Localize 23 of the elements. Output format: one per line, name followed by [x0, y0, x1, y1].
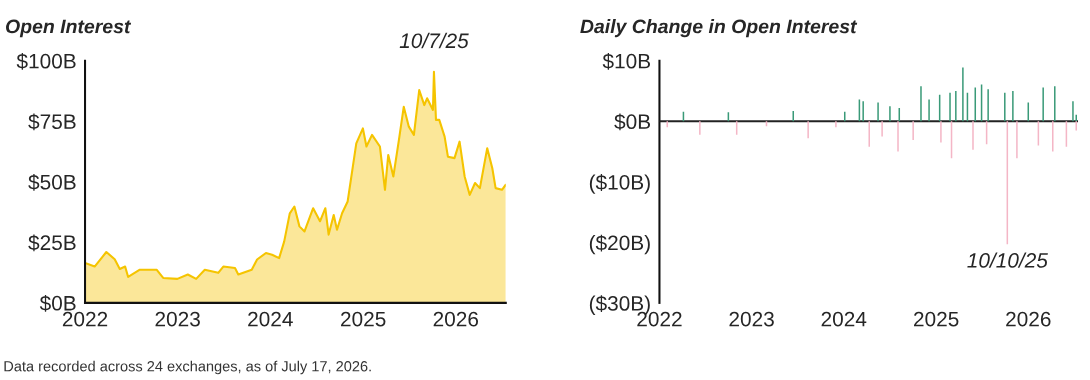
x-tick-label: 2026: [433, 311, 479, 327]
y-tick-label: $0B: [614, 113, 651, 131]
y-tick-label: $25B: [28, 234, 76, 252]
x-tick-label: 2024: [248, 311, 293, 327]
y-tick-label: $100B: [16, 52, 76, 70]
y-tick-label: $50B: [28, 173, 76, 191]
x-tick-label: 2023: [729, 311, 774, 327]
chart-title: Open Interest: [6, 19, 132, 38]
text: Data recorded across 24 exchanges, as of July 17, 2026.: [4, 360, 371, 375]
x-tick-label: 2024: [821, 311, 867, 327]
y-tick-label: $75B: [28, 113, 76, 131]
x-tick-label: 2023: [155, 311, 200, 327]
x-tick-label: 2022: [62, 311, 108, 327]
x-tick-label: 2026: [1006, 311, 1051, 327]
chart-title: Daily Change in Open Interest: [580, 19, 858, 38]
annotation: 10/10/25: [967, 252, 1048, 268]
x-tick-label: 2025: [341, 311, 386, 327]
y-tick-label: $10B: [602, 52, 651, 70]
x-tick-label: 2025: [914, 311, 959, 327]
y-tick-label: ($20B): [589, 234, 650, 255]
y-tick-label: ($10B): [589, 174, 650, 194]
annotation: 10/7/25: [399, 32, 469, 49]
y-tick-label: $0B: [39, 294, 76, 312]
